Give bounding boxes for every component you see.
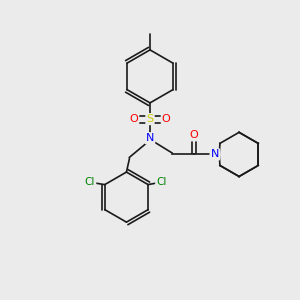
Text: O: O (190, 130, 199, 140)
Text: O: O (162, 114, 171, 124)
Text: N: N (211, 149, 219, 159)
Text: O: O (129, 114, 138, 124)
Text: Cl: Cl (156, 177, 167, 187)
Text: Cl: Cl (85, 177, 95, 187)
Text: N: N (146, 133, 154, 143)
Text: S: S (146, 114, 154, 124)
